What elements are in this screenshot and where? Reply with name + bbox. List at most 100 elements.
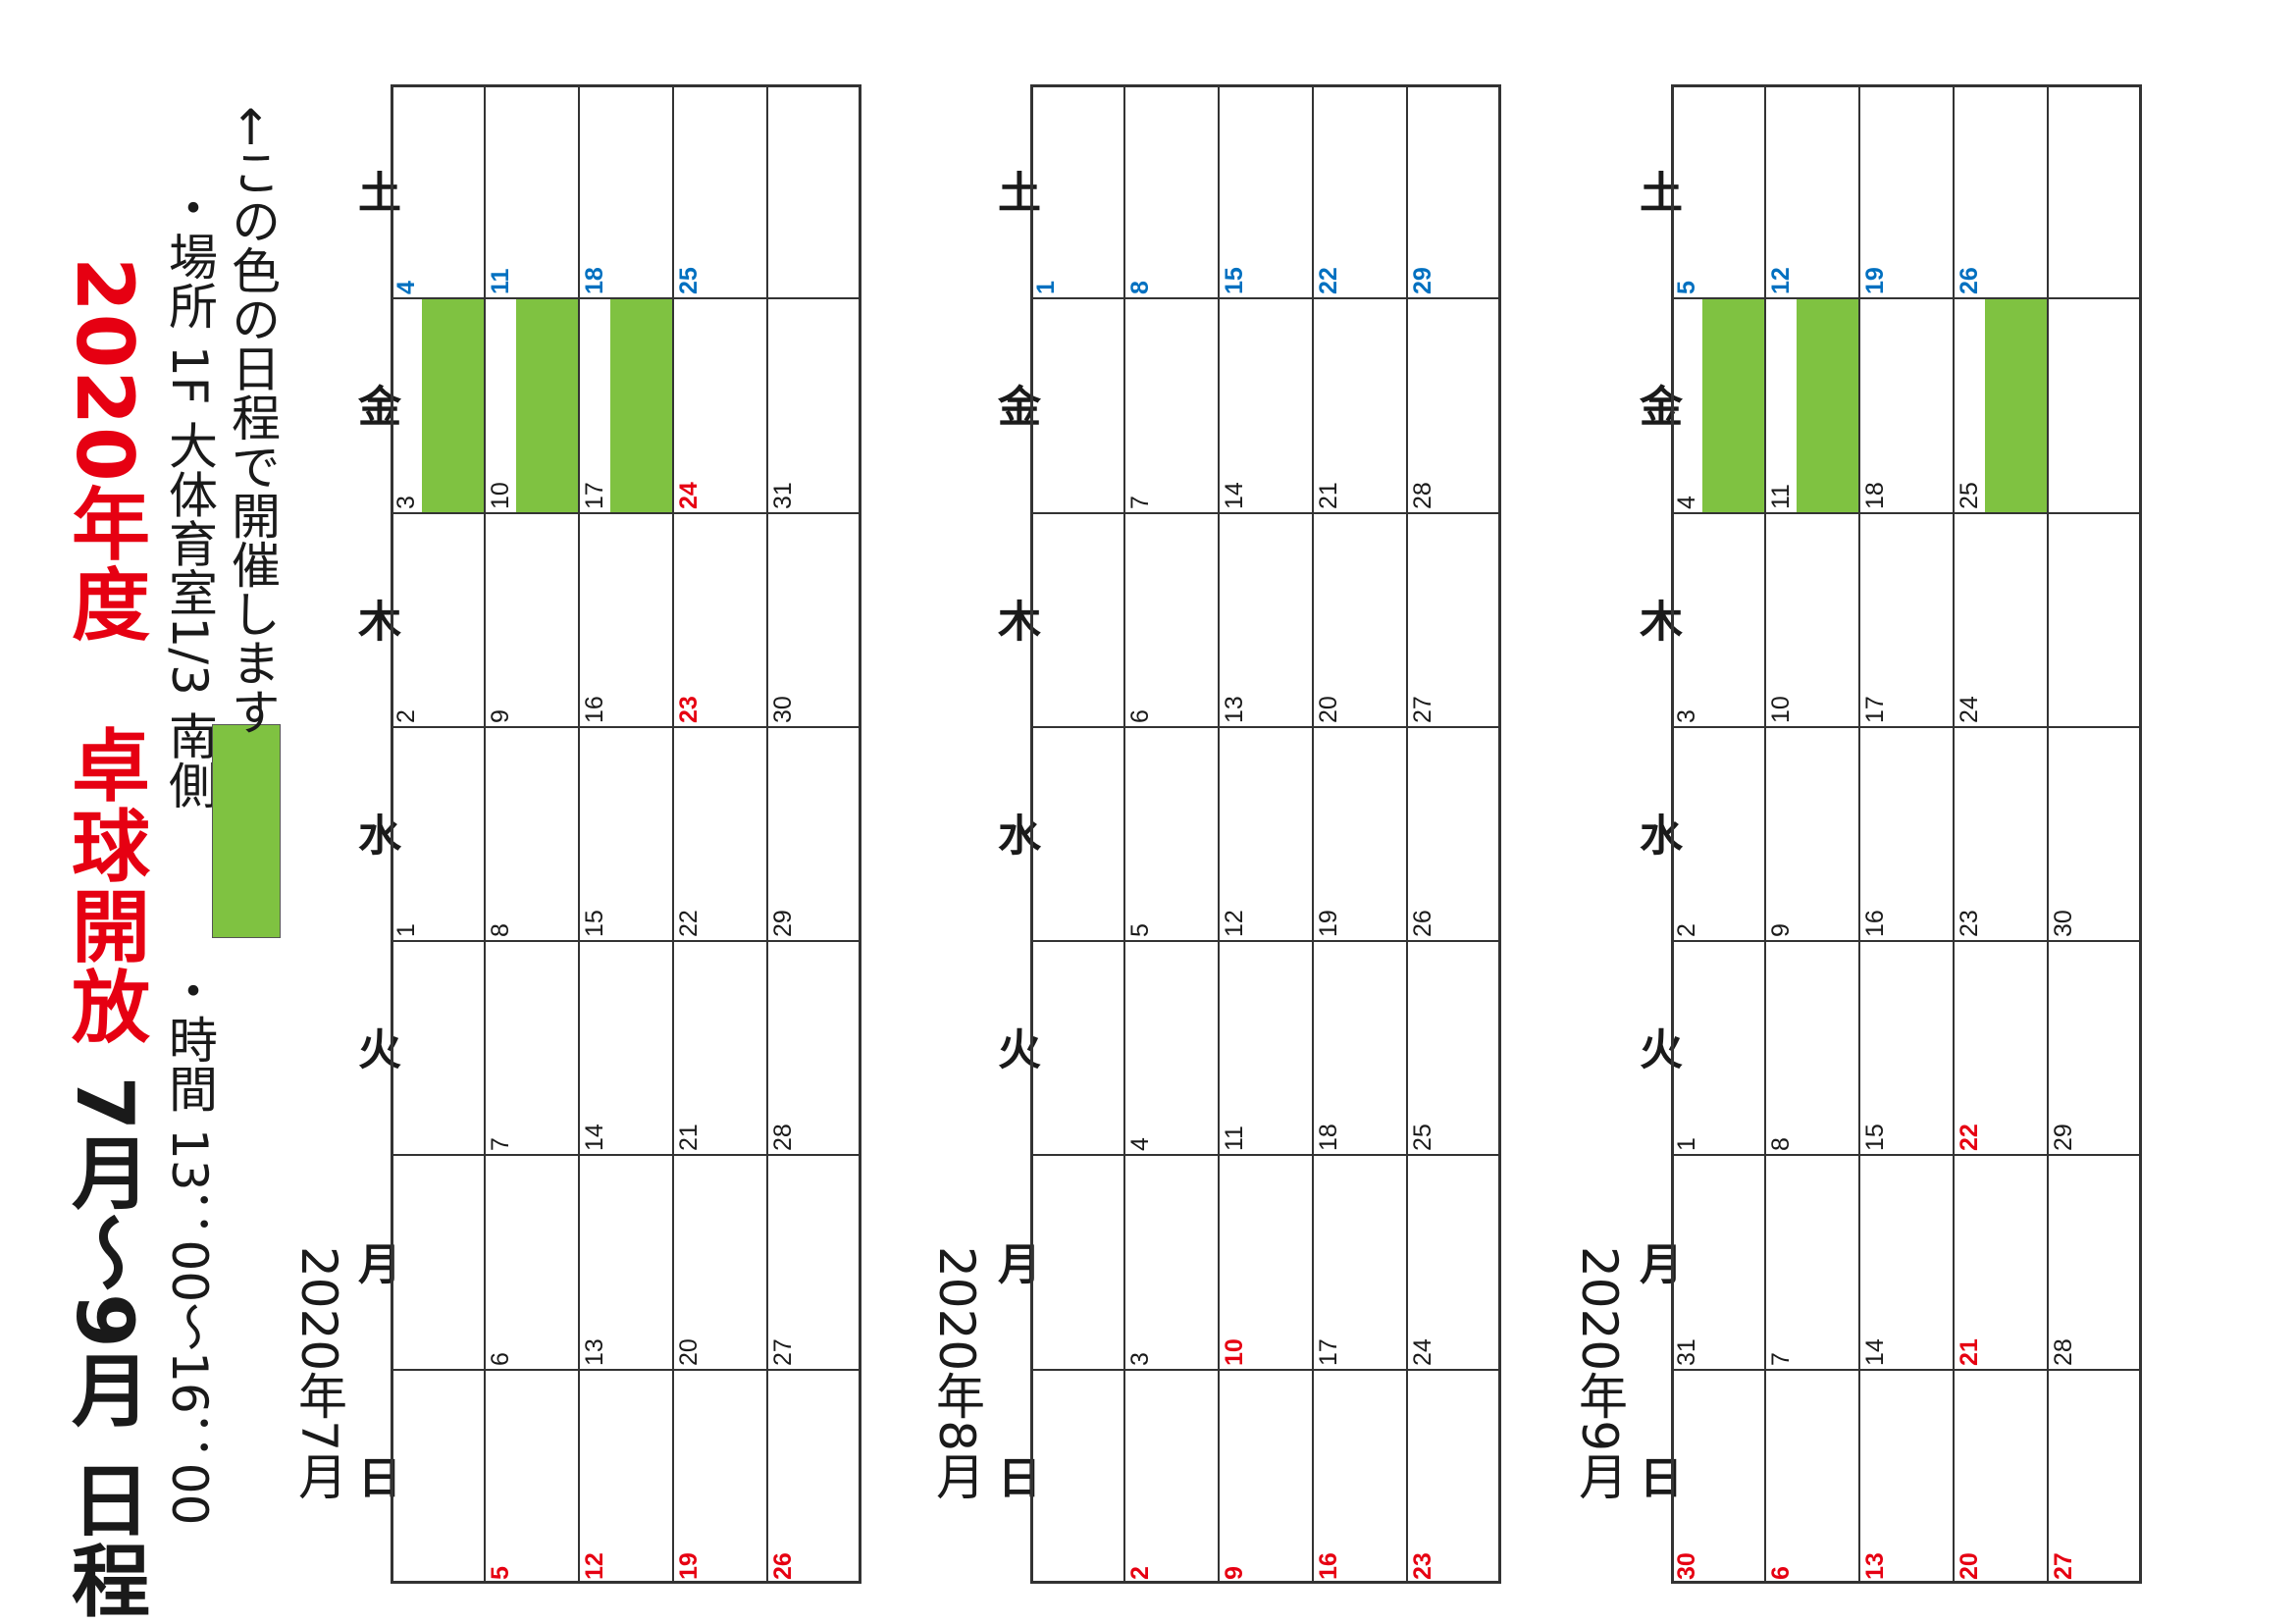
page-title: 2020年度 卓球開放 7月～9月 日程 [59,257,150,1621]
calendar-day-cell [1954,298,2048,513]
calendar-day-cell [1407,512,1501,727]
day-number: 10 [1767,696,1795,723]
calendar-day-cell [1671,941,1765,1156]
day-number: 10 [1221,1337,1248,1366]
day-number: 23 [1409,1552,1436,1580]
day-number: 25 [1409,1124,1436,1152]
day-number: 26 [1956,267,1983,295]
weekday-header: 金 [350,384,400,428]
weekday-header: 木 [1632,598,1682,642]
calendar-day-cell [2048,1155,2142,1370]
calendar-grid [1030,84,1501,1584]
day-number: 31 [769,481,797,509]
day-number: 5 [487,1566,514,1580]
day-number: 12 [581,1552,608,1580]
open-day-highlight [516,299,578,512]
day-number: 24 [675,481,703,509]
day-number: 15 [1861,1124,1889,1152]
calendar-day-cell [579,1155,673,1370]
calendar-day-cell [579,298,673,513]
day-number: 5 [1126,923,1154,938]
day-number: 3 [392,495,420,509]
calendar-day-cell [2048,84,2142,299]
weekday-header: 火 [1632,1026,1682,1071]
day-number: 19 [675,1552,703,1580]
weekday-header: 日 [990,1454,1040,1498]
calendar-month-label: 2020年8月 [928,1246,985,1501]
calendar-day-cell [1954,512,2048,727]
calendar-day-cell [2048,941,2142,1156]
weekday-header: 日 [1632,1454,1682,1498]
day-number: 28 [2050,1337,2077,1366]
day-number: 16 [1315,1552,1342,1580]
day-number: 24 [1409,1337,1436,1366]
day-number: 27 [769,1337,797,1366]
calendar-day-cell [391,1369,485,1584]
calendar-day-cell [1765,1155,1859,1370]
day-number: 21 [1315,481,1342,509]
day-number: 18 [1315,1124,1342,1152]
calendar-day-cell [1313,298,1407,513]
day-number: 2 [392,708,420,723]
day-number: 23 [675,696,703,723]
day-number: 3 [1673,708,1700,723]
calendar-day-cell [673,512,767,727]
calendar-day-cell [485,1369,579,1584]
calendar-day-cell [1124,726,1219,942]
calendar-day-cell [1407,726,1501,942]
calendar-day-cell [767,1155,861,1370]
calendar-day-cell [1765,1369,1859,1584]
calendar-day-cell [1407,941,1501,1156]
calendar-day-cell [391,941,485,1156]
calendar-day-cell [1407,298,1501,513]
calendar-day-cell [767,298,861,513]
weekday-header: 水 [1632,812,1682,856]
day-number: 30 [1673,1552,1700,1580]
day-number: 5 [1673,281,1700,295]
calendar-day-cell [1219,1155,1313,1370]
open-day-highlight [422,299,484,512]
calendar-day-cell [485,84,579,299]
day-number: 9 [1767,923,1795,938]
calendar-day-cell [1765,726,1859,942]
calendar-day-cell [1313,1369,1407,1584]
day-number: 16 [581,696,608,723]
open-day-highlight [1797,299,1858,512]
day-number: 28 [769,1124,797,1152]
place-info: ・場所 1F 大体育室1/3 南側 [161,183,218,810]
weekday-header: 木 [350,598,400,642]
calendar-day-cell [2048,1369,2142,1584]
day-number: 8 [487,923,514,938]
calendar-day-cell [767,726,861,942]
calendar-day-cell [2048,298,2142,513]
calendar-day-cell [1859,1369,1954,1584]
day-number: 23 [1956,910,1983,938]
title-period: 7月～9月 日程 [59,1046,150,1621]
calendar-day-cell [1030,1369,1124,1584]
day-number: 3 [1126,1351,1154,1366]
day-number: 18 [581,267,608,295]
calendar-day-cell [1859,298,1954,513]
calendar-grid [1671,84,2142,1584]
day-number: 14 [581,1124,608,1152]
calendar-day-cell [579,726,673,942]
calendar-grid [391,84,861,1584]
calendar-day-cell [1407,1369,1501,1584]
day-number: 7 [1126,495,1154,509]
calendar-day-cell [391,298,485,513]
weekday-header: 金 [1632,384,1682,428]
calendar-day-cell [1219,84,1313,299]
calendar-day-cell [485,298,579,513]
day-number: 1 [1032,281,1060,295]
calendar-day-cell [1859,512,1954,727]
day-number: 11 [487,268,514,295]
day-number: 31 [1673,1337,1700,1366]
weekday-header: 土 [350,170,400,214]
calendar-day-cell [1954,941,2048,1156]
calendar-day-cell [1313,941,1407,1156]
calendar-day-cell [1671,84,1765,299]
day-number: 22 [675,910,703,938]
calendar-day-cell [2048,512,2142,727]
day-number: 13 [581,1337,608,1366]
day-number: 26 [1409,910,1436,938]
